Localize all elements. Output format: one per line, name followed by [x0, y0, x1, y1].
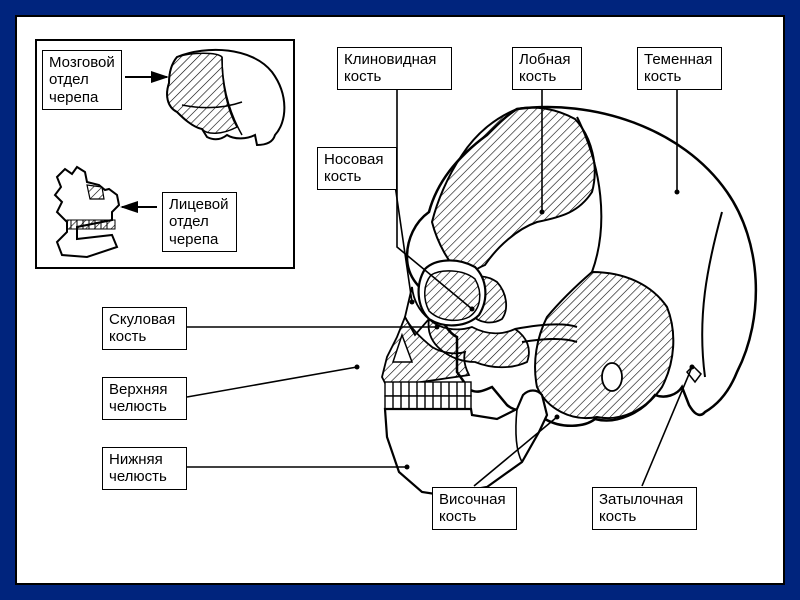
diagram-panel: Мозговойотделчерепа Лицевойотделчерепа К… [15, 15, 785, 585]
occipital-mark [687, 366, 701, 382]
label-occipital: Затылочнаякость [592, 487, 697, 530]
temporal-bone [535, 272, 673, 418]
label-brain-section: Мозговойотделчерепа [42, 50, 122, 110]
label-frontal: Лобнаякость [512, 47, 582, 90]
cranium-outline [407, 107, 756, 426]
maxilla-bone [382, 317, 469, 387]
sphenoid-bone [464, 276, 506, 322]
slide-background: Мозговойотделчерепа Лицевойотделчерепа К… [0, 0, 800, 600]
label-mandible: Нижняячелюсть [102, 447, 187, 490]
label-sphenoid: Клиновиднаякость [337, 47, 452, 90]
label-zygomatic: Скуловаякость [102, 307, 187, 350]
zygomatic-bone [429, 319, 529, 367]
nasal-bone [405, 287, 429, 335]
label-parietal: Теменнаякость [637, 47, 722, 90]
upper-teeth [385, 382, 471, 396]
lower-teeth [385, 396, 471, 409]
orbit [419, 260, 486, 325]
mandible-bone [385, 391, 547, 496]
label-face-section: Лицевойотделчерепа [162, 192, 237, 252]
label-temporal: Височнаякость [432, 487, 517, 530]
frontal-bone [432, 107, 595, 279]
label-nasal: Носоваякость [317, 147, 397, 190]
label-maxilla: Верхняячелюсть [102, 377, 187, 420]
main-skull [382, 107, 756, 495]
